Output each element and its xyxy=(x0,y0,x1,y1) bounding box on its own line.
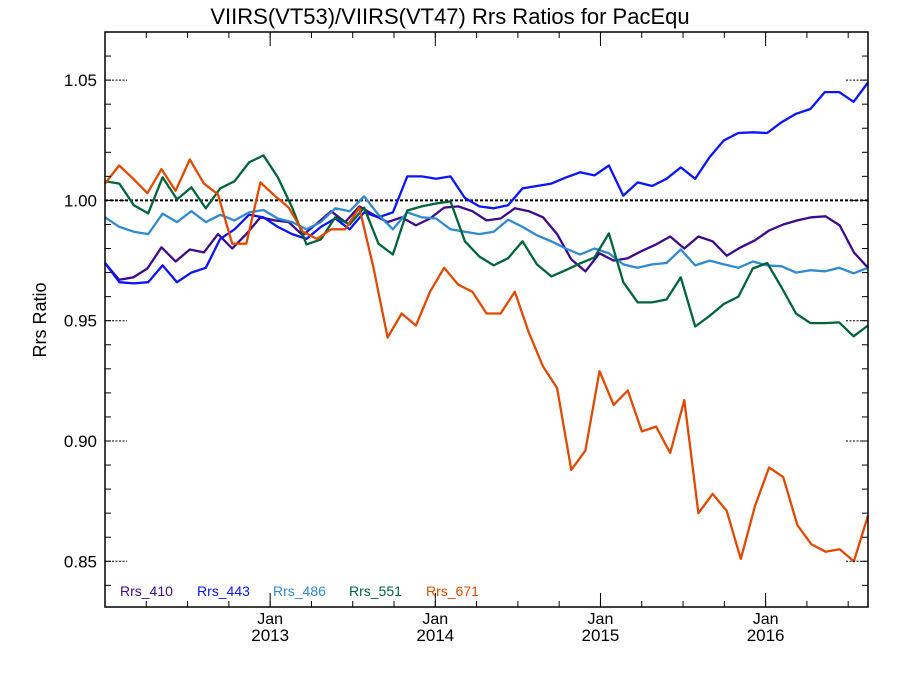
y-axis-label: Rrs Ratio xyxy=(30,282,50,357)
x-tick-label: Jan xyxy=(422,611,448,628)
series-line-rrs-410 xyxy=(104,205,869,281)
x-tick-label: Jan xyxy=(753,611,779,628)
series-line-rrs-671 xyxy=(104,158,870,563)
legend-entry-rrs-443: Rrs_443 xyxy=(197,583,250,599)
series-line-rrs-443 xyxy=(104,81,869,285)
y-tick-label: 1.05 xyxy=(64,71,97,90)
series-line-rrs-551 xyxy=(104,154,869,338)
legend-entry-rrs-671: Rrs_671 xyxy=(426,583,479,599)
x-tick-year: 2014 xyxy=(416,626,454,645)
chart-title: VIIRS(VT53)/VIIRS(VT47) Rrs Ratios for P… xyxy=(210,4,690,29)
legend-entry-rrs-410: Rrs_410 xyxy=(120,583,173,599)
x-tick-label: Jan xyxy=(257,611,283,628)
x-tick-label: Jan xyxy=(588,611,614,628)
y-tick-label: 0.85 xyxy=(64,552,97,571)
plot-frame xyxy=(104,31,869,608)
y-tick-label: 0.90 xyxy=(64,432,97,451)
x-tick-year: 2015 xyxy=(582,626,620,645)
legend-entry-rrs-551: Rrs_551 xyxy=(349,583,402,599)
x-tick-year: 2013 xyxy=(251,626,289,645)
x-tick-year: 2016 xyxy=(747,626,785,645)
y-tick-label: 1.00 xyxy=(64,191,97,210)
series-line-rrs-486 xyxy=(104,195,869,275)
y-tick-label: 0.95 xyxy=(64,312,97,331)
legend-entry-rrs-486: Rrs_486 xyxy=(273,583,326,599)
